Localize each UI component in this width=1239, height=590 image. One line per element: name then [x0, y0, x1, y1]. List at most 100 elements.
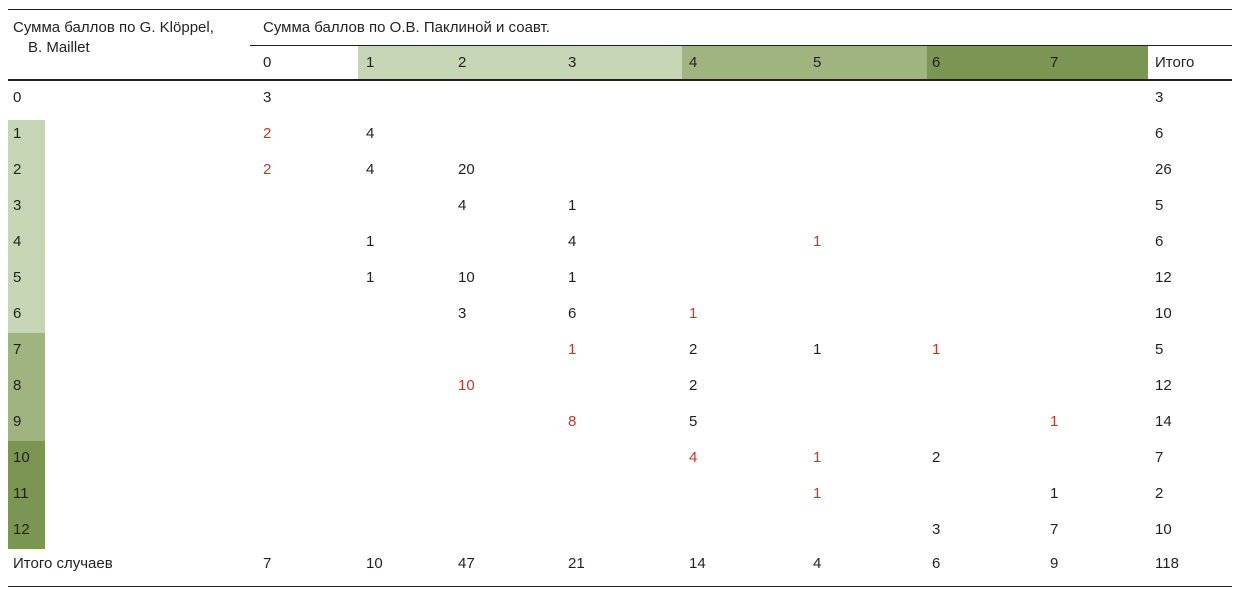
group-rule — [250, 45, 1232, 46]
table-cell: 6 — [568, 305, 577, 322]
row-label: 10 — [13, 449, 30, 466]
column-header: 1 — [366, 54, 375, 71]
row-label: 6 — [13, 305, 22, 322]
table-cell: 2 — [689, 377, 698, 394]
row-label: 3 — [13, 197, 22, 214]
total-cell: 6 — [932, 555, 941, 572]
row-shade-swatch — [8, 153, 45, 189]
column-header: Итого — [1155, 54, 1195, 71]
row-label: 11 — [13, 485, 29, 502]
row-label: 7 — [13, 341, 22, 358]
row-total: 12 — [1155, 269, 1172, 286]
row-shade-swatch — [8, 333, 45, 369]
total-cell: 7 — [263, 555, 272, 572]
row-total: 5 — [1155, 197, 1164, 214]
table-cell: 10 — [458, 377, 475, 394]
row-label: 9 — [13, 413, 22, 430]
row-label: 4 — [13, 233, 22, 250]
row-total: 10 — [1155, 521, 1172, 538]
table-cell: 4 — [366, 161, 375, 178]
column-header: 3 — [568, 54, 577, 71]
table-cell: 1 — [1050, 485, 1059, 502]
total-cell: 9 — [1050, 555, 1059, 572]
table-cell: 4 — [366, 125, 375, 142]
table-cell: 4 — [568, 233, 577, 250]
table-cell: 1 — [1050, 413, 1059, 430]
table-cell: 3 — [932, 521, 941, 538]
column-header: 2 — [458, 54, 467, 71]
table-cell: 3 — [458, 305, 467, 322]
row-label: 8 — [13, 377, 22, 394]
row-total: 7 — [1155, 449, 1164, 466]
table-cell: 7 — [1050, 521, 1059, 538]
row-total: 10 — [1155, 305, 1172, 322]
row-total: 3 — [1155, 89, 1164, 106]
table-cell: 1 — [813, 485, 822, 502]
table-cell: 2 — [932, 449, 941, 466]
table-cell: 4 — [458, 197, 467, 214]
table-cell: 5 — [689, 413, 698, 430]
row-total: 5 — [1155, 341, 1164, 358]
row-shade-swatch — [8, 297, 45, 333]
table-cell: 1 — [689, 305, 698, 322]
row-label: 2 — [13, 161, 22, 178]
column-header: 0 — [263, 54, 272, 71]
total-cell: 47 — [458, 555, 475, 572]
total-cell: 118 — [1155, 555, 1179, 572]
total-cell: 21 — [568, 555, 585, 572]
table-cell: 2 — [263, 161, 272, 178]
table-cell: 1 — [932, 341, 941, 358]
table-cell: 1 — [366, 233, 375, 250]
row-label: 12 — [13, 521, 30, 538]
header-rule — [8, 79, 1232, 81]
column-group-header: Сумма баллов по О.В. Паклиной и соавт. — [263, 19, 550, 36]
table-cell: 1 — [568, 269, 577, 286]
table-cell: 2 — [263, 125, 272, 142]
header-band-mid — [682, 46, 927, 79]
table-cell: 20 — [458, 161, 475, 178]
table-cell: 1 — [366, 269, 375, 286]
row-label: 5 — [13, 269, 22, 286]
row-shade-swatch — [8, 441, 45, 477]
row-header-line2: B. Maillet — [28, 39, 90, 56]
row-label: 0 — [13, 89, 22, 106]
table-cell: 2 — [689, 341, 698, 358]
row-total: 6 — [1155, 233, 1164, 250]
row-label: 1 — [13, 125, 22, 142]
table-cell: 1 — [568, 197, 577, 214]
total-row-label: Итого случаев — [13, 555, 113, 572]
column-header: 7 — [1050, 54, 1059, 71]
header-band-light — [358, 46, 682, 79]
table-cell: 1 — [813, 341, 822, 358]
row-shade-swatch — [8, 477, 45, 513]
row-shade-swatch — [8, 261, 45, 297]
row-total: 14 — [1155, 413, 1172, 430]
table-cell: 4 — [689, 449, 698, 466]
row-total: 12 — [1155, 377, 1172, 394]
column-header: 4 — [689, 54, 698, 71]
column-header: 5 — [813, 54, 822, 71]
row-shade-swatch — [8, 189, 45, 225]
table-cell: 1 — [813, 233, 822, 250]
total-cell: 4 — [813, 555, 822, 572]
row-shade-swatch — [8, 405, 45, 441]
table-cell: 1 — [813, 449, 822, 466]
bottom-rule — [8, 586, 1232, 587]
total-cell: 10 — [366, 555, 383, 572]
table-cell: 3 — [263, 89, 272, 106]
top-rule — [8, 9, 1232, 10]
row-shade-swatch — [8, 513, 45, 549]
total-cell: 14 — [689, 555, 706, 572]
table-cell: 8 — [568, 413, 577, 430]
row-total: 26 — [1155, 161, 1172, 178]
column-header: 6 — [932, 54, 941, 71]
row-shade-swatch — [8, 120, 45, 153]
header-band-dark — [927, 46, 1148, 79]
row-header: Сумма баллов по G. Klöppel, — [13, 19, 214, 36]
row-shade-swatch — [8, 225, 45, 261]
row-total: 6 — [1155, 125, 1164, 142]
table-cell: 1 — [568, 341, 577, 358]
row-total: 2 — [1155, 485, 1164, 502]
row-shade-swatch — [8, 369, 45, 405]
table-cell: 10 — [458, 269, 475, 286]
